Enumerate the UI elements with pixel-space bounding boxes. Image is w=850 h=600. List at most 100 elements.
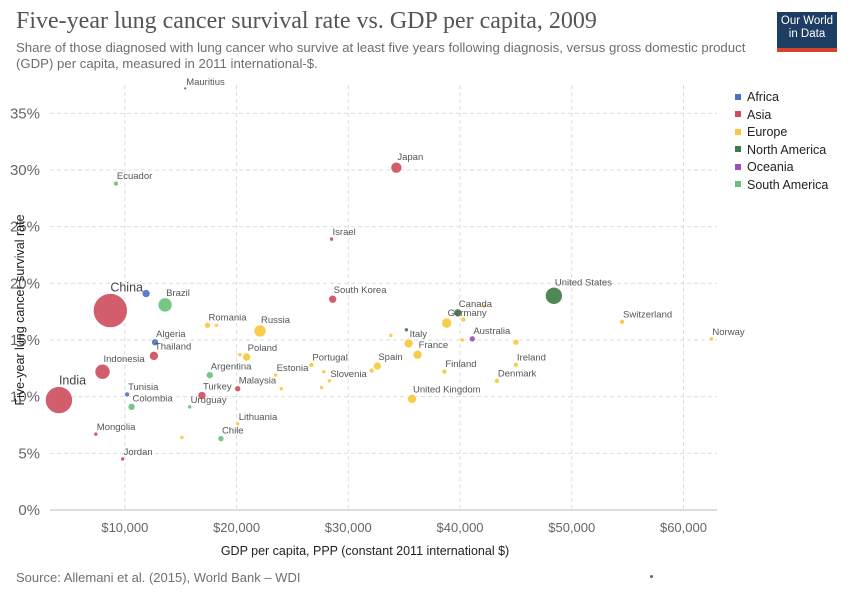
y-axis-ticks: 0% 5% 10% 15% 20% 25% 30% 35% <box>10 105 40 519</box>
point-label: Malaysia <box>239 376 277 387</box>
data-point[interactable] <box>124 391 130 398</box>
point-label: Ecuador <box>117 171 152 182</box>
point-label: Germany <box>448 308 487 319</box>
data-point[interactable] <box>187 404 192 410</box>
data-point[interactable] <box>327 378 332 384</box>
legend-swatch <box>735 181 741 188</box>
point-label: Tunisia <box>128 382 159 393</box>
point-label: China <box>110 281 143 295</box>
point-label: Spain <box>378 352 402 363</box>
data-point[interactable] <box>205 371 214 379</box>
data-point[interactable] <box>141 289 151 298</box>
data-point[interactable] <box>373 361 382 371</box>
point-label: Denmark <box>498 368 537 379</box>
data-point[interactable] <box>234 385 241 393</box>
data-point[interactable] <box>127 403 136 411</box>
data-point[interactable] <box>278 386 284 392</box>
legend-item[interactable]: South America <box>735 178 828 196</box>
point-label: Lithuania <box>239 412 278 423</box>
data-point[interactable] <box>441 317 452 329</box>
legend-label: North America <box>747 142 827 157</box>
data-point[interactable] <box>709 336 714 342</box>
data-point[interactable] <box>237 352 243 358</box>
data-point[interactable] <box>253 324 267 338</box>
legend-item[interactable]: North America <box>735 143 828 161</box>
point-label: South Korea <box>334 285 388 296</box>
legend-item[interactable]: Europe <box>735 125 828 143</box>
data-point[interactable] <box>368 367 375 374</box>
data-point[interactable] <box>308 362 315 368</box>
point-label: Turkey <box>203 382 232 393</box>
data-point[interactable] <box>197 391 207 400</box>
point-label: Switzerland <box>623 309 672 320</box>
data-point[interactable] <box>217 435 225 442</box>
data-point[interactable] <box>459 337 465 343</box>
data-point[interactable] <box>482 303 487 309</box>
data-point[interactable] <box>453 308 463 318</box>
x-tick-label: $60,000 <box>660 520 707 535</box>
data-point[interactable] <box>404 327 409 333</box>
point-label: Argentina <box>211 362 252 373</box>
data-point[interactable] <box>235 421 240 427</box>
data-point[interactable] <box>149 351 159 361</box>
data-point[interactable] <box>460 316 467 323</box>
data-point[interactable] <box>157 297 173 313</box>
data-point[interactable] <box>412 349 423 360</box>
data-point[interactable] <box>494 377 500 384</box>
data-point[interactable] <box>329 236 334 242</box>
data-point[interactable] <box>512 338 520 346</box>
legend-label: Oceania <box>747 160 794 174</box>
data-point[interactable] <box>273 372 278 378</box>
point-label: Colombia <box>133 393 174 404</box>
point-label: Norway <box>712 327 744 338</box>
data-point[interactable] <box>469 335 476 343</box>
legend: Africa Asia Europe North America Oceania Sout… <box>735 90 828 195</box>
legend-item[interactable]: Africa <box>735 90 828 108</box>
grid-lines <box>50 85 717 511</box>
data-point[interactable] <box>407 394 417 404</box>
owid-logo[interactable]: Our World in Data <box>777 12 837 52</box>
point-label: Estonia <box>277 363 309 374</box>
data-point[interactable] <box>321 369 327 375</box>
y-tick-label: 15% <box>10 332 40 349</box>
data-point[interactable] <box>390 161 403 174</box>
data-point[interactable] <box>242 352 251 362</box>
data-point[interactable] <box>513 362 519 368</box>
x-tick-label: $40,000 <box>437 520 484 535</box>
data-point[interactable] <box>151 338 159 347</box>
legend-label: Asia <box>747 107 772 122</box>
data-point[interactable] <box>120 456 125 462</box>
data-point[interactable] <box>93 293 128 328</box>
data-point[interactable] <box>328 294 337 304</box>
x-axis-ticks: $10,000 $20,000 $30,000 $40,000 $50,000 $60,0… <box>101 520 707 535</box>
point-label: Portugal <box>312 352 347 363</box>
legend-item[interactable]: Oceania <box>735 160 828 178</box>
point-label: Chile <box>222 426 244 437</box>
data-point[interactable] <box>388 333 394 338</box>
data-point[interactable] <box>619 319 625 325</box>
data-point[interactable] <box>545 286 563 305</box>
point-label: Indonesia <box>104 354 146 365</box>
legend-label: Africa <box>747 90 779 104</box>
data-point[interactable] <box>93 431 99 437</box>
timeline-dot[interactable] <box>650 575 653 578</box>
y-tick-label: 25% <box>10 219 40 236</box>
chart-subtitle: Share of those diagnosed with lung cance… <box>16 40 746 71</box>
data-point[interactable] <box>319 385 324 390</box>
data-point[interactable] <box>403 338 414 349</box>
legend-item[interactable]: Asia <box>735 108 828 126</box>
data-point[interactable] <box>204 321 211 329</box>
data-point[interactable] <box>183 86 187 91</box>
x-tick-label: $50,000 <box>548 520 595 535</box>
logo-accent-bar <box>777 48 837 52</box>
data-point[interactable] <box>214 322 219 328</box>
data-point[interactable] <box>113 180 119 187</box>
point-label: Russia <box>261 315 291 326</box>
data-point[interactable] <box>441 368 448 375</box>
point-label: Slovenia <box>330 369 367 380</box>
legend-swatch <box>735 93 741 100</box>
data-point[interactable] <box>94 363 111 380</box>
data-point[interactable] <box>45 386 73 414</box>
data-point[interactable] <box>179 435 185 440</box>
legend-swatch <box>735 111 741 118</box>
